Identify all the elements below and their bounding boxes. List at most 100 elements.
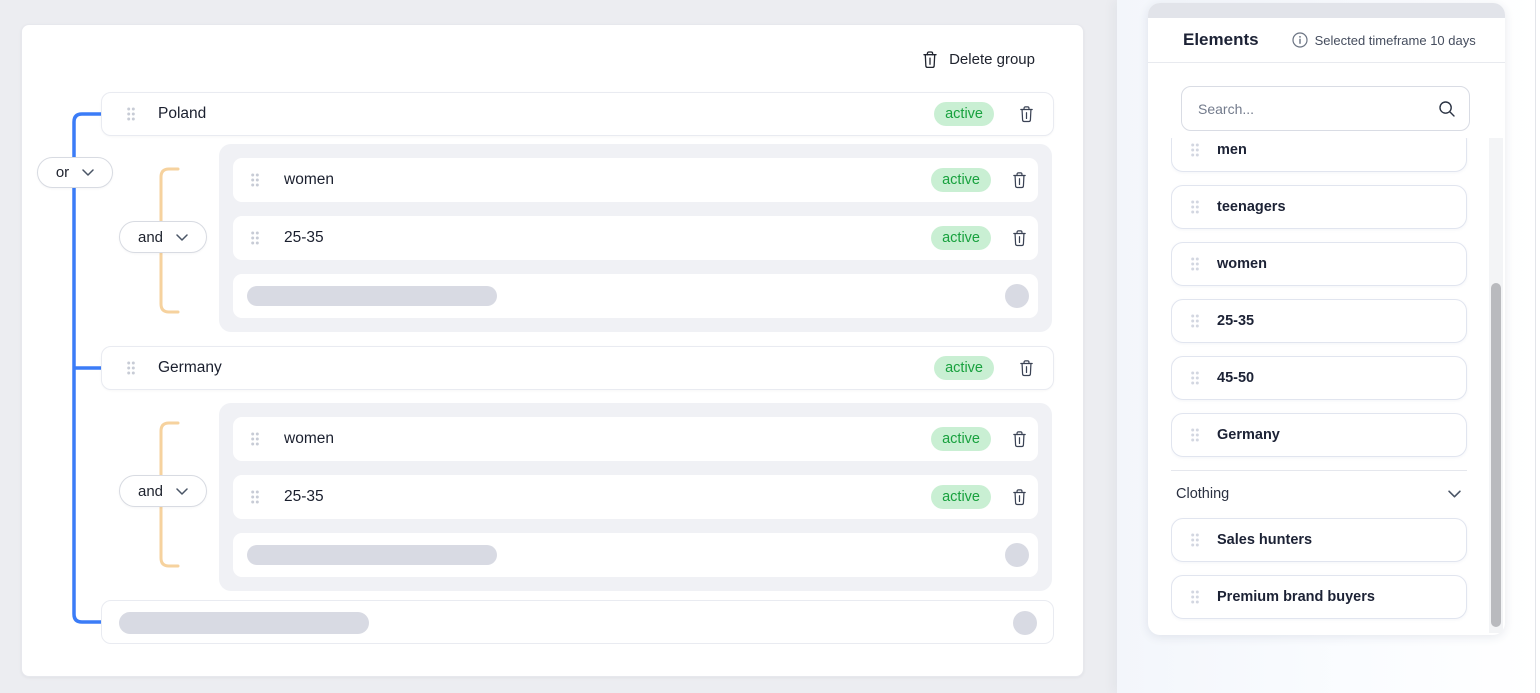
condition-row-25-35[interactable]: 25-35 active [233,216,1038,260]
scrollbar-track [1489,138,1503,633]
status-badge: active [931,485,991,509]
element-label: Premium brand buyers [1217,589,1375,605]
condition-group-germany: women active 25-35 active [219,403,1052,591]
scrollbar-thumb[interactable] [1491,283,1501,627]
skeleton-circle [1005,543,1029,567]
drag-handle-icon [1189,199,1201,215]
drag-handle-icon [1189,142,1201,158]
element-item-25-35[interactable]: 25-35 [1171,299,1467,343]
group1-operator-dropdown[interactable]: and [119,221,207,253]
chevron-down-icon [176,234,188,241]
placeholder-row [233,533,1038,577]
group-label: Poland [158,105,207,122]
panel-top-bar [1148,3,1505,18]
element-item-women[interactable]: women [1171,242,1467,286]
drag-handle-icon [1189,256,1201,272]
drag-handle-icon [1189,589,1201,605]
elements-panel: Elements Selected timeframe 10 days [1148,3,1505,635]
element-label: Germany [1217,427,1280,443]
condition-label: women [284,430,334,447]
drag-handle-icon [1189,532,1201,548]
group-header-row-germany[interactable]: Germany active [101,346,1054,390]
section-header-clothing[interactable]: Clothing [1171,477,1467,511]
trash-icon [1011,430,1028,448]
delete-row-button[interactable] [1018,105,1035,123]
panel-title: Elements [1183,30,1259,49]
chevron-down-icon [82,169,94,176]
timeframe-note-text: Selected timeframe 10 days [1314,32,1476,48]
element-label: Sales hunters [1217,532,1313,548]
drag-handle-icon[interactable] [249,230,261,246]
info-icon [1292,32,1308,48]
element-label: men [1217,142,1247,158]
condition-row-women[interactable]: women active [233,417,1038,461]
element-item-germany[interactable]: Germany [1171,413,1467,457]
status-badge: active [934,102,994,126]
delete-row-button[interactable] [1011,229,1028,247]
condition-label: 25-35 [284,488,324,505]
trash-icon [1011,171,1028,189]
drag-handle-icon [1189,427,1201,443]
elements-list: men teenagers women [1171,138,1505,635]
placeholder-group-row [101,600,1054,644]
element-label: 45-50 [1217,370,1255,386]
group2-operator-value: and [137,482,164,500]
or-connector-line [72,112,103,624]
search-input[interactable] [1182,87,1469,130]
element-label: teenagers [1217,199,1286,215]
element-label: women [1217,256,1267,272]
group1-operator-value: and [137,228,164,246]
condition-label: women [284,171,334,188]
group2-operator-dropdown[interactable]: and [119,475,207,507]
condition-row-women[interactable]: women active [233,158,1038,202]
condition-row-25-35[interactable]: 25-35 active [233,475,1038,519]
delete-row-button[interactable] [1018,359,1035,377]
delete-row-button[interactable] [1011,488,1028,506]
timeframe-note: Selected timeframe 10 days [1292,32,1476,48]
group-header-row-poland[interactable]: Poland active [101,92,1054,136]
trash-icon [921,50,939,69]
delete-group-label: Delete group [949,50,1035,68]
search-icon [1438,100,1456,118]
drag-handle-icon[interactable] [125,106,137,122]
drag-handle-icon[interactable] [125,360,137,376]
skeleton-bar [247,545,497,565]
drag-handle-icon[interactable] [249,431,261,447]
element-item-45-50[interactable]: 45-50 [1171,356,1467,400]
sidebar-edge-divider [1535,0,1536,693]
element-item-premium-brand-buyers[interactable]: Premium brand buyers [1171,575,1467,619]
status-badge: active [934,356,994,380]
element-item-teenagers[interactable]: teenagers [1171,185,1467,229]
section-divider [1171,470,1467,471]
trash-icon [1018,359,1035,377]
skeleton-bar [247,286,497,306]
delete-row-button[interactable] [1011,171,1028,189]
placeholder-row [233,274,1038,318]
drag-handle-icon [1189,313,1201,329]
drag-handle-icon [1189,370,1201,386]
drag-handle-icon[interactable] [249,489,261,505]
status-badge: active [931,226,991,250]
drag-handle-icon[interactable] [249,172,261,188]
delete-row-button[interactable] [1011,430,1028,448]
element-item-men[interactable]: men [1171,138,1467,172]
chevron-down-icon [176,488,188,495]
element-label: 25-35 [1217,313,1255,329]
skeleton-circle [1005,284,1029,308]
skeleton-bar [119,612,369,634]
trash-icon [1018,105,1035,123]
root-operator-dropdown[interactable]: or [37,157,113,188]
trash-icon [1011,488,1028,506]
search-box [1181,86,1470,131]
delete-group-button[interactable]: Delete group [921,47,1035,71]
panel-header: Elements Selected timeframe 10 days [1148,18,1505,63]
segment-builder-card: Delete group or Poland active [21,24,1084,677]
condition-group-poland: women active 25-35 active [219,144,1052,332]
status-badge: active [931,168,991,192]
root-operator-value: or [55,164,70,181]
skeleton-circle [1013,611,1037,635]
trash-icon [1011,229,1028,247]
element-item-sales-hunters[interactable]: Sales hunters [1171,518,1467,562]
group-label: Germany [158,359,222,376]
